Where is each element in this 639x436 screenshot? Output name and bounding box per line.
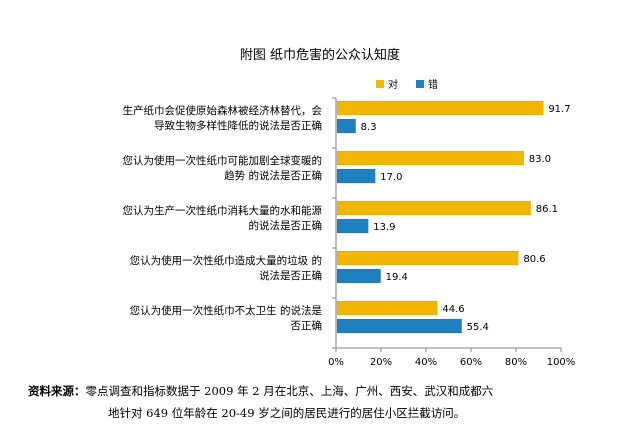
x-tick-label: 60% bbox=[460, 357, 482, 368]
bar-correct bbox=[336, 100, 544, 116]
legend-label-correct: 对 bbox=[388, 78, 398, 91]
x-tick-label: 100% bbox=[547, 357, 576, 368]
x-tick-label: 0% bbox=[328, 357, 344, 368]
source-line-1: 零点调查和指标数据于 2009 年 2 月在北京、上海、广州、西安、武汉和成都六 bbox=[85, 384, 494, 398]
legend: 对 错 bbox=[376, 78, 438, 91]
category-label: 您认为使用一次性纸巾不太卫生 的说法是 bbox=[130, 304, 323, 317]
data-label: 17.0 bbox=[380, 172, 402, 183]
category-label: 否正确 bbox=[291, 319, 323, 332]
category-label: 说法是否正确 bbox=[259, 269, 322, 282]
data-label: 44.6 bbox=[442, 304, 464, 315]
data-label: 83.0 bbox=[529, 154, 551, 165]
x-tick-label: 80% bbox=[505, 357, 527, 368]
chart-title: 附图 纸巾危害的公众认知度 bbox=[240, 47, 400, 63]
category-label: 生产纸巾会促使原始森林被经济林替代，会 bbox=[123, 104, 323, 117]
chart: 附图 纸巾危害的公众认知度 对 错 0% 20% 40% 60% 80% 100% 生产纸巾… bbox=[123, 47, 576, 368]
category-label: 您认为使用一次性纸巾可能加剧全球变暖的 bbox=[123, 154, 323, 167]
data-label: 13.9 bbox=[373, 222, 395, 233]
bar-wrong bbox=[336, 268, 381, 284]
bar-wrong bbox=[336, 118, 356, 134]
legend-swatch-wrong bbox=[416, 80, 424, 88]
data-label: 86.1 bbox=[536, 204, 558, 215]
source-line-2: 地针对 649 位年龄在 20-49 岁之间的居民进行的居住小区拦截访问。 bbox=[108, 406, 466, 420]
data-label: 19.4 bbox=[386, 272, 408, 283]
bar-correct bbox=[336, 300, 438, 316]
data-label: 8.3 bbox=[361, 122, 377, 133]
bar-wrong bbox=[336, 218, 369, 234]
data-label: 55.4 bbox=[467, 322, 489, 333]
plot-area: 0% 20% 40% 60% 80% 100% 生产纸巾会促使原始森林被经济林替代，会导致生… bbox=[123, 97, 576, 368]
data-label: 80.6 bbox=[523, 254, 545, 265]
legend-swatch-correct bbox=[376, 80, 384, 88]
category-label: 的说法是否正确 bbox=[249, 219, 323, 232]
x-tick-label: 40% bbox=[415, 357, 437, 368]
legend-label-wrong: 错 bbox=[428, 78, 438, 91]
source-label: 资料来源： bbox=[28, 384, 86, 398]
source-note: 资料来源：零点调查和指标数据于 2009 年 2 月在北京、上海、广州、西安、武… bbox=[28, 380, 628, 424]
bar-correct bbox=[336, 150, 524, 166]
category-label: 导致生物多样性降低的说法是否正确 bbox=[154, 119, 322, 132]
data-label: 91.7 bbox=[548, 104, 570, 115]
bar-correct bbox=[336, 200, 531, 216]
category-label: 您认为生产一次性纸巾消耗大量的水和能源 bbox=[123, 204, 323, 217]
category-label: 趋势 的说法是否正确 bbox=[224, 169, 322, 182]
x-tick-label: 20% bbox=[370, 357, 392, 368]
bar-wrong bbox=[336, 168, 376, 184]
bar-wrong bbox=[336, 318, 462, 334]
bar-correct bbox=[336, 250, 519, 266]
category-label: 您认为使用一次性纸巾造成大量的垃圾 的 bbox=[130, 254, 322, 267]
